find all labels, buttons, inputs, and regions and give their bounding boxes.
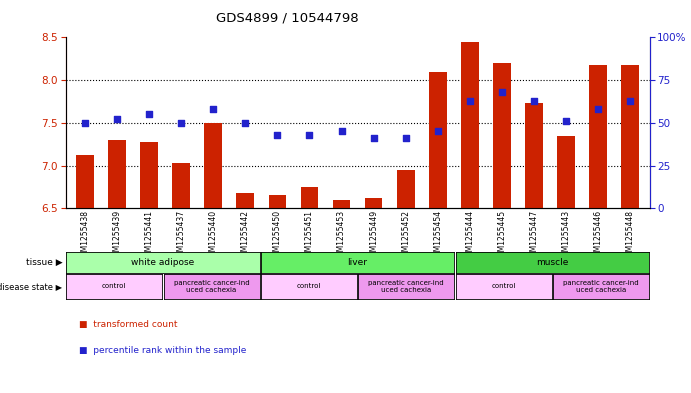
Point [111,116,122,123]
Point [593,106,604,112]
Text: muscle: muscle [536,258,569,267]
Point [336,128,347,134]
Bar [365,198,382,208]
Point [79,119,91,126]
Text: liver: liver [348,258,368,267]
Bar [525,103,543,208]
Text: control: control [491,283,515,290]
Bar [269,195,286,208]
Text: pancreatic cancer-ind
uced cachexia: pancreatic cancer-ind uced cachexia [174,280,249,293]
Bar [108,140,126,208]
Point [240,119,251,126]
Bar [236,193,254,208]
Bar [621,65,639,208]
Text: white adipose: white adipose [131,258,195,267]
Text: pancreatic cancer-ind
uced cachexia: pancreatic cancer-ind uced cachexia [368,280,444,293]
Text: control: control [296,283,321,290]
Text: pancreatic cancer-ind
uced cachexia: pancreatic cancer-ind uced cachexia [563,280,638,293]
Bar [301,187,319,208]
Point [176,119,187,126]
Text: tissue ▶: tissue ▶ [26,258,62,267]
Bar [76,155,94,208]
Point [625,97,636,104]
Point [368,135,379,141]
Point [464,97,475,104]
Point [560,118,571,124]
Text: GDS4899 / 10544798: GDS4899 / 10544798 [216,12,359,25]
Point [208,106,219,112]
Point [433,128,444,134]
Bar [172,163,190,208]
Point [272,132,283,138]
Text: disease state ▶: disease state ▶ [0,282,62,291]
Bar [558,136,575,208]
Point [400,135,411,141]
Bar [461,42,479,208]
Bar [493,63,511,208]
Bar [589,65,607,208]
Point [304,132,315,138]
Text: ■  percentile rank within the sample: ■ percentile rank within the sample [79,346,247,355]
Point [529,97,540,104]
Bar [333,200,350,208]
Point [144,111,155,118]
Text: control: control [102,283,126,290]
Point [496,89,507,95]
Bar [397,170,415,208]
Bar [140,141,158,208]
Text: ■  transformed count: ■ transformed count [79,320,178,329]
Bar [205,123,222,208]
Bar [429,72,446,208]
